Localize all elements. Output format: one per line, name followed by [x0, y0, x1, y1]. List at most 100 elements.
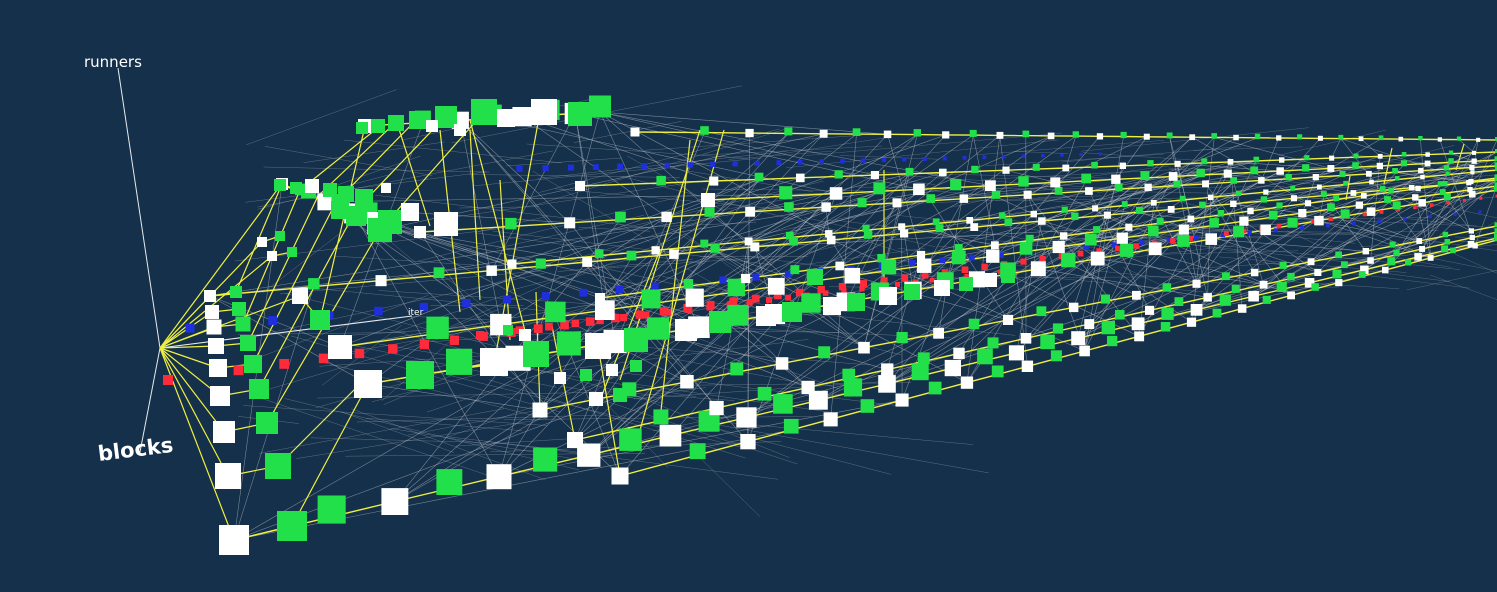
- iter-node-red[interactable]: [635, 310, 644, 319]
- block-node[interactable]: [709, 400, 724, 416]
- iter-node-blue[interactable]: [579, 288, 588, 297]
- iter-node-red[interactable]: [774, 291, 782, 300]
- runner-node[interactable]: [1254, 133, 1261, 140]
- runner-node[interactable]: [505, 217, 517, 230]
- block-node[interactable]: [434, 212, 458, 236]
- iter-node-blue[interactable]: [881, 157, 887, 163]
- block-node[interactable]: [1369, 179, 1374, 185]
- block-node[interactable]: [823, 297, 841, 315]
- runner-node[interactable]: [1179, 195, 1186, 202]
- block-node[interactable]: [1079, 345, 1090, 357]
- runner-node[interactable]: [274, 179, 286, 191]
- runner-node[interactable]: [784, 127, 793, 136]
- iter-node-blue[interactable]: [1247, 230, 1252, 235]
- block-node[interactable]: [883, 130, 892, 139]
- block-node[interactable]: [970, 223, 979, 231]
- iter-node-blue[interactable]: [1041, 154, 1045, 158]
- block-node[interactable]: [1021, 360, 1034, 372]
- runner-node[interactable]: [256, 412, 278, 434]
- runner-node[interactable]: [1384, 196, 1391, 203]
- runner-node[interactable]: [1444, 239, 1451, 245]
- iter-node-red[interactable]: [611, 313, 620, 323]
- iter-node-red[interactable]: [596, 316, 604, 325]
- iter-node-blue[interactable]: [968, 254, 975, 261]
- iter-node-blue[interactable]: [754, 160, 760, 166]
- block-node[interactable]: [328, 335, 352, 359]
- iter-node-blue[interactable]: [1021, 154, 1026, 158]
- runner-node[interactable]: [1262, 295, 1271, 304]
- iter-node-blue[interactable]: [1220, 232, 1226, 238]
- runner-node[interactable]: [1201, 158, 1208, 165]
- iter-node-blue[interactable]: [909, 259, 916, 267]
- block-node[interactable]: [205, 305, 219, 319]
- runner-node[interactable]: [1250, 166, 1259, 175]
- iter-node-red[interactable]: [795, 288, 804, 297]
- runner-node[interactable]: [710, 243, 720, 253]
- runner-node[interactable]: [446, 348, 473, 375]
- iter-node-red[interactable]: [585, 317, 595, 326]
- block-node[interactable]: [1367, 257, 1374, 264]
- block-node[interactable]: [375, 275, 387, 287]
- iter-node-red[interactable]: [619, 314, 628, 322]
- block-node[interactable]: [858, 341, 870, 354]
- runner-node[interactable]: [1233, 226, 1245, 238]
- iter-node-red[interactable]: [1020, 258, 1027, 265]
- block-node[interactable]: [1298, 209, 1307, 218]
- runner-node[interactable]: [1196, 168, 1205, 178]
- runner-node[interactable]: [545, 301, 566, 323]
- block-node[interactable]: [1002, 166, 1010, 174]
- runner-node[interactable]: [244, 355, 262, 373]
- iter-node-red[interactable]: [706, 303, 713, 311]
- runner-node[interactable]: [1494, 156, 1497, 162]
- block-node[interactable]: [1103, 211, 1111, 219]
- block-node[interactable]: [575, 181, 585, 191]
- runner-node[interactable]: [533, 447, 558, 472]
- runner-node[interactable]: [1456, 136, 1462, 141]
- block-node[interactable]: [1134, 331, 1145, 342]
- block-node[interactable]: [756, 306, 776, 326]
- iter-node-red[interactable]: [746, 299, 753, 306]
- block-node[interactable]: [1003, 314, 1014, 325]
- runner-node[interactable]: [1101, 320, 1115, 335]
- block-node[interactable]: [1415, 185, 1421, 192]
- runner-node[interactable]: [656, 175, 666, 186]
- runner-node[interactable]: [968, 318, 980, 330]
- runner-node[interactable]: [624, 328, 648, 352]
- block-node[interactable]: [996, 131, 1004, 139]
- runner-node[interactable]: [1161, 307, 1174, 320]
- runner-node[interactable]: [310, 310, 330, 330]
- runner-node[interactable]: [1341, 261, 1348, 269]
- block-node[interactable]: [991, 241, 999, 250]
- iter-node-blue[interactable]: [1403, 217, 1407, 221]
- block-node[interactable]: [1408, 185, 1415, 191]
- iter-node-blue[interactable]: [719, 276, 727, 284]
- block-node[interactable]: [1305, 200, 1312, 207]
- block-node[interactable]: [1419, 246, 1425, 252]
- block-node[interactable]: [1263, 189, 1269, 195]
- block-node[interactable]: [401, 203, 419, 221]
- runner-node[interactable]: [1358, 271, 1366, 278]
- block-node[interactable]: [1366, 207, 1376, 216]
- runner-node[interactable]: [704, 206, 715, 217]
- runner-node[interactable]: [1379, 186, 1386, 192]
- runner-node[interactable]: [1072, 131, 1079, 138]
- block-node[interactable]: [1469, 165, 1475, 171]
- block-node[interactable]: [934, 280, 950, 296]
- block-node[interactable]: [292, 288, 308, 304]
- block-node[interactable]: [821, 202, 831, 212]
- iter-node-red[interactable]: [1495, 194, 1497, 198]
- iter-node-blue[interactable]: [797, 159, 803, 165]
- runner-node[interactable]: [435, 106, 457, 128]
- block-node[interactable]: [1248, 290, 1259, 302]
- iter-node-red[interactable]: [560, 320, 569, 330]
- runner-node[interactable]: [1495, 167, 1497, 171]
- block-node[interactable]: [750, 242, 760, 252]
- block-node[interactable]: [900, 229, 909, 238]
- block-node[interactable]: [1084, 319, 1095, 329]
- runner-node[interactable]: [1443, 165, 1450, 171]
- iter-node-blue[interactable]: [592, 164, 599, 170]
- iter-node-blue[interactable]: [651, 282, 659, 291]
- runner-node[interactable]: [356, 122, 368, 134]
- block-node[interactable]: [740, 434, 756, 450]
- block-node[interactable]: [1132, 290, 1141, 300]
